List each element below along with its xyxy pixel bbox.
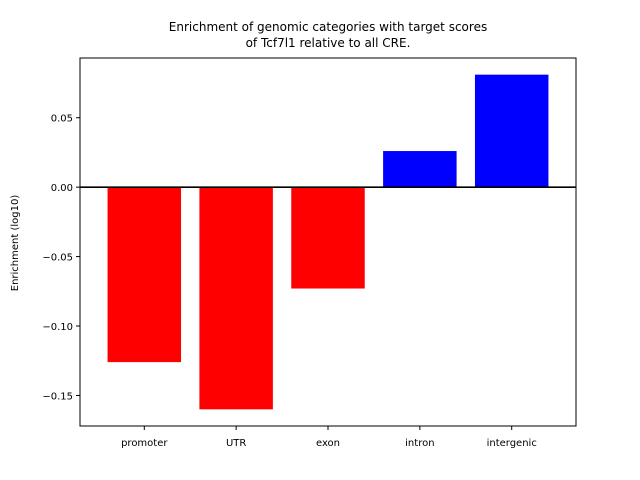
y-tick-label: −0.05 [42,253,73,264]
bars-group [107,74,549,410]
y-tick-label: 0.00 [51,183,73,194]
chart-title-line-2: of Tcf7l1 relative to all CRE. [246,36,411,50]
y-tick-label: −0.10 [42,322,73,333]
x-tick-label-intron: intron [405,438,434,449]
y-tick-label: −0.15 [42,391,73,402]
bar-intergenic [474,74,549,188]
x-tick-label-UTR: UTR [226,438,246,449]
chart-title-line-1: Enrichment of genomic categories with ta… [169,20,487,34]
y-tick-label: 0.05 [51,114,73,125]
x-ticks-group: promoter UTR exon intron intergenic [121,426,537,449]
bar-promoter [107,187,182,363]
bar-intron [383,151,457,188]
bar-UTR [199,187,273,410]
bar-exon [291,187,365,289]
x-tick-label-exon: exon [316,438,340,449]
x-tick-label-intergenic: intergenic [487,438,537,449]
plot-frame [79,57,577,427]
x-tick-label-promoter: promoter [121,438,168,449]
y-axis-label: Enrichment (log10) [10,195,21,292]
y-ticks-group: 0.05 0.00 −0.05 −0.10 −0.15 [42,114,80,402]
